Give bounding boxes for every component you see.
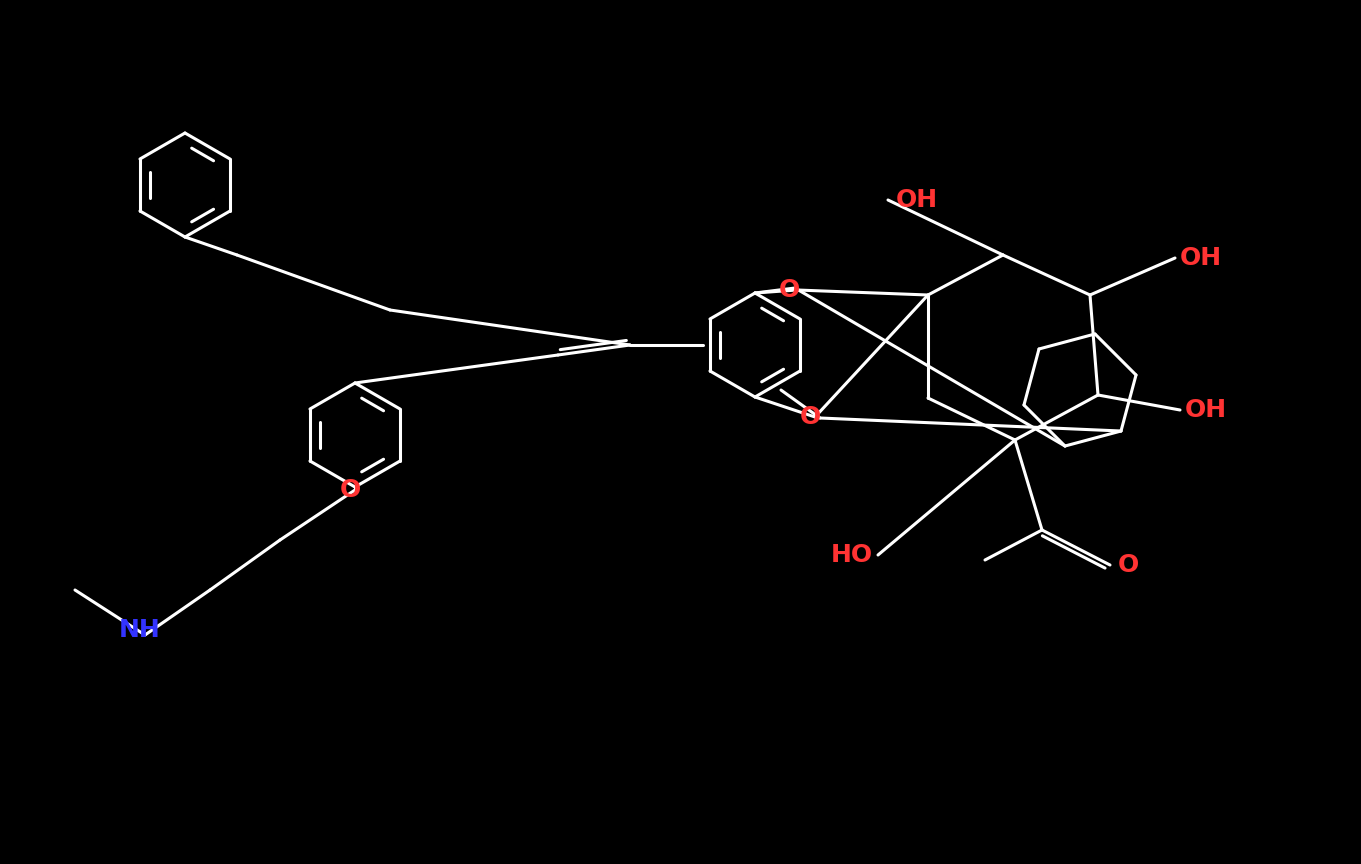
Text: OH: OH (896, 188, 938, 212)
Text: OH: OH (1185, 398, 1228, 422)
Text: O: O (339, 478, 361, 502)
Text: OH: OH (1180, 246, 1222, 270)
Text: NH: NH (120, 618, 161, 642)
Text: HO: HO (830, 543, 872, 567)
Text: O: O (799, 405, 821, 429)
Text: O: O (778, 278, 800, 302)
Text: O: O (1117, 553, 1139, 577)
